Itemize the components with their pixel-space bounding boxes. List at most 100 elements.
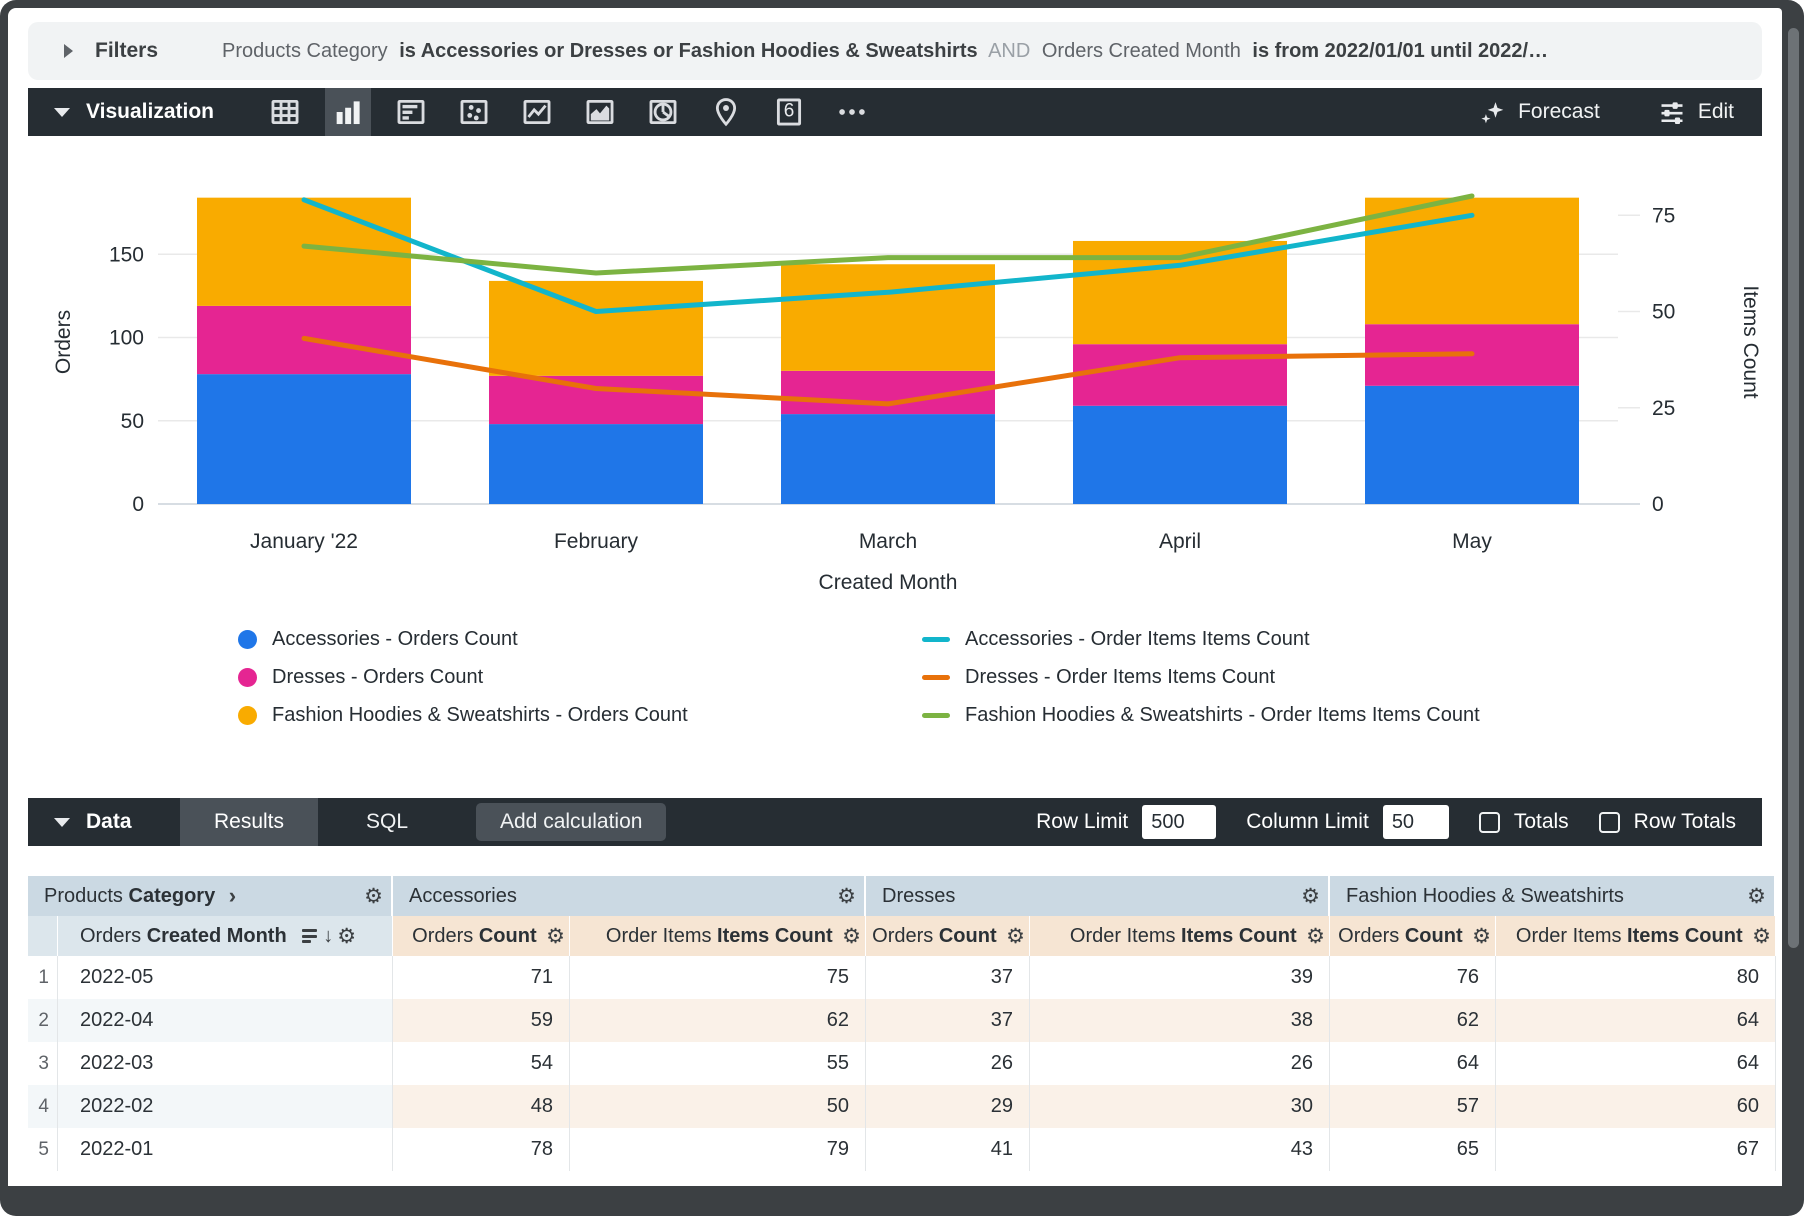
table-chart-icon[interactable] [262,88,308,136]
cell-measure-value[interactable]: 79 [570,1128,866,1171]
tab-results[interactable]: Results [180,798,318,846]
gear-icon[interactable] [337,926,356,947]
cell-measure-value[interactable]: 29 [866,1085,1030,1128]
gear-icon[interactable] [1301,886,1320,907]
cell-created-month[interactable]: 2022-03 [58,1042,393,1085]
bar-segment[interactable] [1073,344,1287,406]
gear-icon[interactable] [842,926,861,947]
line-series[interactable] [301,335,1475,407]
cell-measure-value[interactable]: 78 [393,1128,570,1171]
cell-measure-value[interactable]: 75 [570,956,866,999]
row-limit-input[interactable] [1142,805,1217,839]
cell-measure-value[interactable]: 59 [393,999,570,1042]
cell-measure-value[interactable]: 37 [866,956,1030,999]
column-header-measure[interactable]: Order Items Items Count [1496,916,1776,956]
sort-desc-arrow-icon[interactable] [323,925,333,948]
line-chart-icon[interactable] [514,88,560,136]
forecast-button[interactable]: Forecast [1478,98,1600,126]
cell-measure-value[interactable]: 55 [570,1042,866,1085]
single-value-icon[interactable]: 6 [766,88,812,136]
cell-created-month[interactable]: 2022-05 [58,956,393,999]
gear-icon[interactable] [837,886,856,907]
cell-measure-value[interactable]: 64 [1496,1042,1776,1085]
bar-segment[interactable] [1365,385,1579,504]
cell-measure-value[interactable]: 64 [1496,999,1776,1042]
add-calculation-button[interactable]: Add calculation [476,803,667,841]
visualization-collapse-icon[interactable] [54,107,70,117]
cell-measure-value[interactable]: 37 [866,999,1030,1042]
cell-measure-value[interactable]: 71 [393,956,570,999]
scrollbar-thumb[interactable] [1788,28,1799,948]
cell-measure-value[interactable]: 54 [393,1042,570,1085]
column-header-measure[interactable]: Orders Count [393,916,570,956]
column-limit-input[interactable] [1382,805,1449,839]
cell-measure-value[interactable]: 48 [393,1085,570,1128]
column-header-measure[interactable]: Order Items Items Count [570,916,866,956]
more-viz-icon[interactable] [829,88,875,136]
cell-created-month[interactable]: 2022-02 [58,1085,393,1128]
data-collapse-icon[interactable] [54,817,70,827]
y-left-tick-label: 0 [132,493,144,516]
cell-measure-value[interactable]: 26 [1030,1042,1330,1085]
cell-measure-value[interactable]: 38 [1030,999,1330,1042]
totals-checkbox[interactable] [1478,811,1500,833]
column-header-orders-created-month[interactable]: Orders Created Month [58,916,393,956]
column-header-measure[interactable]: Orders Count [866,916,1030,956]
bar-segment[interactable] [781,264,995,371]
cell-measure-value[interactable]: 80 [1496,956,1776,999]
bar-segment[interactable] [1365,197,1579,325]
bar-segment[interactable] [1073,405,1287,504]
sort-order-icon[interactable] [302,929,318,943]
column-header-measure[interactable]: Order Items Items Count [1030,916,1330,956]
filters-expand-icon[interactable] [64,44,73,58]
gear-icon[interactable] [1747,886,1766,907]
bar-segment[interactable] [489,375,703,425]
column-header-measure[interactable]: Orders Count [1330,916,1496,956]
bar-segment[interactable] [197,374,411,504]
bar-chart-icon[interactable] [388,88,434,136]
cell-created-month[interactable]: 2022-01 [58,1128,393,1171]
cell-created-month[interactable]: 2022-04 [58,999,393,1042]
cell-measure-value[interactable]: 57 [1330,1085,1496,1128]
gear-icon[interactable] [364,886,383,907]
tab-sql[interactable]: SQL [365,810,409,833]
cell-measure-value[interactable]: 30 [1030,1085,1330,1128]
cell-measure-value[interactable]: 65 [1330,1128,1496,1171]
row-totals-checkbox[interactable] [1598,811,1620,833]
group-header-products-category[interactable]: Products Category [28,876,393,916]
cell-measure-value[interactable]: 76 [1330,956,1496,999]
cell-measure-value[interactable]: 26 [866,1042,1030,1085]
cell-measure-value[interactable]: 39 [1030,956,1330,999]
pie-chart-icon[interactable] [640,88,686,136]
area-chart-icon[interactable] [577,88,623,136]
group-header[interactable]: Dresses [866,876,1330,916]
bar-segment[interactable] [489,280,703,376]
expand-chevron-icon[interactable] [229,883,236,909]
cell-measure-value[interactable]: 43 [1030,1128,1330,1171]
column-chart-icon[interactable] [324,88,371,136]
filter-summary[interactable]: Products Category is Accessories or Dres… [222,40,1554,63]
group-header[interactable]: Accessories [393,876,866,916]
combo-chart[interactable]: 0 50 100 150 0 25 50 75 Orders Items Count January… [28,140,1776,610]
gear-icon[interactable] [1752,926,1771,947]
gear-icon[interactable] [1472,926,1491,947]
gear-icon[interactable] [1006,926,1025,947]
bar-segment[interactable] [781,414,995,504]
header-text: Category [128,884,216,907]
cell-measure-value[interactable]: 60 [1496,1085,1776,1128]
scatter-chart-icon[interactable] [451,88,497,136]
cell-measure-value[interactable]: 41 [866,1128,1030,1171]
edit-button[interactable]: Edit [1658,98,1734,126]
map-chart-icon[interactable] [703,88,749,136]
cell-measure-value[interactable]: 62 [570,999,866,1042]
cell-measure-value[interactable]: 62 [1330,999,1496,1042]
cell-measure-value[interactable]: 50 [570,1085,866,1128]
cell-measure-value[interactable]: 67 [1496,1128,1776,1171]
group-header[interactable]: Fashion Hoodies & Sweatshirts [1330,876,1776,916]
bar-segment[interactable] [489,424,703,504]
cell-measure-value[interactable]: 64 [1330,1042,1496,1085]
line-series[interactable] [301,197,1475,314]
line-series[interactable] [301,193,1475,276]
gear-icon[interactable] [546,926,565,947]
gear-icon[interactable] [1306,926,1325,947]
